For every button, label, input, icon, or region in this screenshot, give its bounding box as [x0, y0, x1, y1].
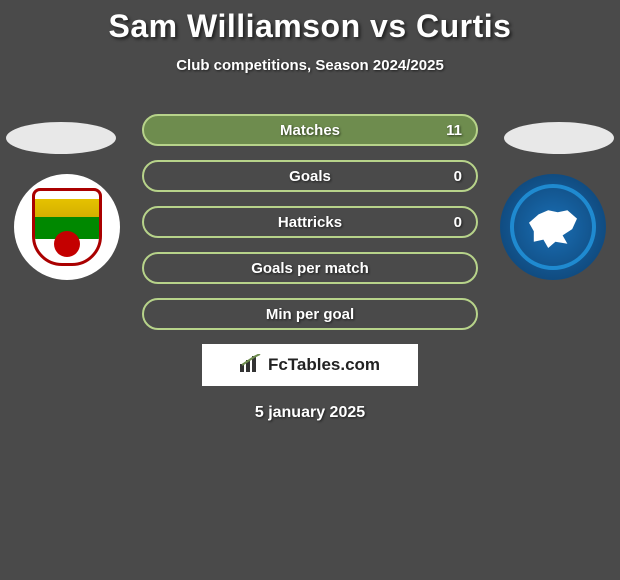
stat-bar: Goals 0	[142, 160, 478, 192]
stat-value-right: 11	[446, 122, 462, 139]
stat-label: Goals	[289, 168, 331, 185]
peterborough-badge-icon	[510, 184, 596, 270]
snapshot-date: 5 january 2025	[0, 404, 620, 422]
stat-bar: Hattricks 0	[142, 206, 478, 238]
fctables-logo: FcTables.com	[202, 344, 418, 386]
stat-label: Min per goal	[266, 306, 354, 323]
page-subtitle: Club competitions, Season 2024/2025	[0, 57, 620, 74]
player-left-ellipse	[6, 122, 116, 154]
comparison-panel: Matches 11 Goals 0 Hattricks 0 Goals per match…	[0, 114, 620, 422]
wrexham-badge-icon	[24, 184, 110, 270]
chart-icon	[240, 354, 262, 377]
stat-bar: Goals per match	[142, 252, 478, 284]
club-badge-left	[14, 174, 120, 280]
stat-bar: Matches 11	[142, 114, 478, 146]
player-right-ellipse	[504, 122, 614, 154]
stat-label: Hattricks	[278, 214, 342, 231]
stat-bars: Matches 11 Goals 0 Hattricks 0 Goals per match…	[142, 114, 478, 330]
logo-text: FcTables.com	[268, 355, 380, 375]
stat-label: Matches	[280, 122, 340, 139]
page-title: Sam Williamson vs Curtis	[0, 0, 620, 45]
stat-value-right: 0	[454, 168, 462, 185]
club-badge-right	[500, 174, 606, 280]
stat-bar: Min per goal	[142, 298, 478, 330]
stat-label: Goals per match	[251, 260, 369, 277]
stat-value-right: 0	[454, 214, 462, 231]
